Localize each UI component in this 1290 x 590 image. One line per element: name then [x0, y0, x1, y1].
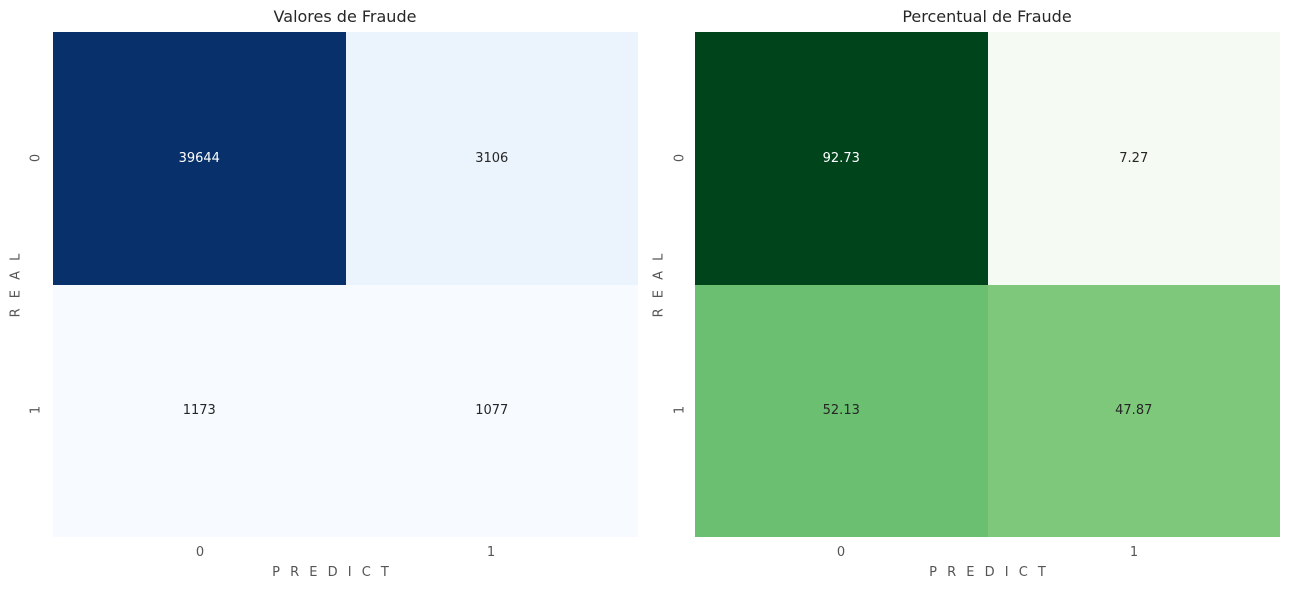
heatmap-cell-counts-1-0: 1173 [53, 284, 346, 537]
x-tick-label: 0 [195, 545, 205, 560]
y-tick-label: 0 [672, 153, 688, 163]
y-tick-label: 1 [672, 405, 688, 415]
heatmap-cell-percent-0-1: 7.27 [987, 32, 1280, 285]
y-tick-label: 1 [28, 405, 44, 415]
y-axis-label: R E A L [651, 250, 667, 318]
y-tick-label: 0 [28, 153, 44, 163]
heatmap-cell-percent-1-0: 52.13 [695, 284, 988, 537]
chart-title-percent: Percentual de Fraude [902, 7, 1072, 26]
y-axis-label: R E A L [8, 250, 24, 318]
heatmap-grid-percent: 92.73 7.27 52.13 47.87 [695, 32, 1280, 537]
x-tick-label: 1 [486, 545, 496, 560]
heatmap-cell-counts-0-0: 39644 [53, 32, 346, 285]
heatmap-cell-counts-0-1: 3106 [345, 32, 638, 285]
heatmap-cell-percent-1-1: 47.87 [987, 284, 1280, 537]
x-tick-label: 1 [1129, 545, 1139, 560]
heatmap-cell-percent-0-0: 92.73 [695, 32, 988, 285]
x-axis-label: P R E D I C T [272, 565, 392, 580]
x-tick-label: 0 [836, 545, 846, 560]
heatmap-panel-counts: Valores de Fraude 39644 3106 1173 1077 0… [8, 7, 638, 580]
heatmap-cell-counts-1-1: 1077 [345, 284, 638, 537]
chart-title-counts: Valores de Fraude [273, 7, 417, 26]
x-axis-label: P R E D I C T [929, 565, 1049, 580]
heatmap-panel-percent: Percentual de Fraude 92.73 7.27 52.13 47… [645, 0, 1290, 590]
heatmap-grid-counts: 39644 3106 1173 1077 [53, 32, 638, 537]
